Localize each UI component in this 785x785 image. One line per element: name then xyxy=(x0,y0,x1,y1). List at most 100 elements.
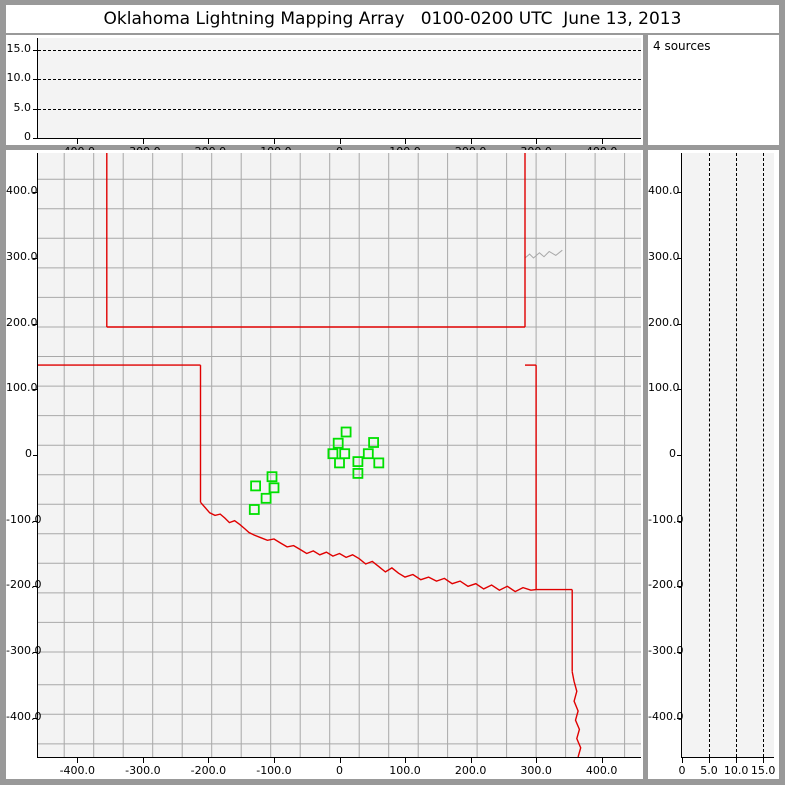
y-tick-label: -300.0 xyxy=(648,643,684,657)
x-tick-label: -300.0 xyxy=(125,764,161,777)
x-tick-mark xyxy=(273,758,275,763)
y-axis-line xyxy=(37,38,38,138)
y-tick-mark xyxy=(677,258,682,260)
x-tick-mark xyxy=(208,758,210,763)
map-graphic xyxy=(38,153,641,757)
source-marker xyxy=(368,437,380,448)
y-tick-mark xyxy=(677,323,682,325)
x-tick-label: 200.0 xyxy=(454,764,487,777)
x-tick-label: 300.0 xyxy=(520,764,552,777)
x-axis-line xyxy=(37,757,641,758)
y-tick-label: 0 xyxy=(669,447,676,460)
border-red-river xyxy=(199,501,537,593)
y-tick-label: 200.0 xyxy=(6,315,38,329)
y-tick-label: 0 xyxy=(25,447,32,460)
y-tick-label: 0 xyxy=(24,130,31,143)
x-axis-line xyxy=(681,757,774,758)
x-tick-label: -400.0 xyxy=(59,764,96,777)
y-tick-mark xyxy=(33,258,38,260)
y-tick-mark xyxy=(677,717,682,719)
y-tick-mark xyxy=(33,138,38,139)
y-tick-label: 100.0 xyxy=(648,381,680,395)
source-marker xyxy=(352,456,364,468)
source-marker xyxy=(260,492,272,504)
lightning-source-markers xyxy=(248,426,385,515)
y-tick-label: -400.0 xyxy=(648,709,684,723)
y-tick-label: 200.0 xyxy=(648,315,680,329)
source-marker xyxy=(250,480,262,492)
source-marker xyxy=(339,448,351,460)
border-tx-la-river xyxy=(571,671,582,757)
x-tick-mark xyxy=(601,139,603,144)
y-tick-label: -200.0 xyxy=(648,578,684,592)
y-tick-mark xyxy=(33,192,38,194)
y-tick-label: 100.0 xyxy=(6,381,38,395)
y-tick-mark xyxy=(33,389,38,391)
source-marker xyxy=(362,448,374,460)
y-tick-label: 400.0 xyxy=(648,184,680,198)
x-tick-mark xyxy=(405,758,407,763)
x-tick-mark xyxy=(339,139,341,144)
x-axis-line xyxy=(37,138,641,139)
y-tick-label: 300.0 xyxy=(6,250,38,264)
x-tick-mark xyxy=(601,758,603,763)
state-border-lines xyxy=(38,153,582,757)
y-tick-mark xyxy=(33,520,38,522)
source-marker xyxy=(268,482,280,494)
x-tick-mark xyxy=(709,758,711,763)
y-tick-label: -100.0 xyxy=(6,512,42,526)
y-tick-label: -200.0 xyxy=(6,578,42,592)
y-tick-mark xyxy=(677,651,682,653)
y-tick-label: 15.0 xyxy=(6,41,32,55)
x-tick-mark xyxy=(405,139,407,144)
gridline-horizontal xyxy=(38,49,641,51)
y-tick-mark xyxy=(33,108,38,110)
source-marker xyxy=(327,448,339,460)
gridline-vertical xyxy=(736,153,738,757)
x-tick-label: 5.0 xyxy=(700,764,718,777)
x-tick-label: -200.0 xyxy=(190,764,227,777)
height-profile-plot-area[interactable] xyxy=(682,153,774,757)
source-marker xyxy=(332,437,344,449)
x-tick-mark xyxy=(208,139,210,144)
y-tick-mark xyxy=(677,520,682,522)
y-tick-label: 300.0 xyxy=(648,250,680,264)
x-tick-mark xyxy=(763,758,765,763)
source-count-label: 4 sources xyxy=(653,39,711,53)
source-marker xyxy=(334,457,345,469)
gridline-vertical xyxy=(709,153,711,757)
time-height-plot-area[interactable] xyxy=(38,38,641,138)
plan-view-map-plot-area[interactable] xyxy=(38,153,641,757)
x-tick-mark xyxy=(339,758,341,763)
x-tick-mark xyxy=(273,139,275,144)
x-tick-label: 100.0 xyxy=(389,764,421,777)
x-tick-mark xyxy=(77,139,79,144)
source-marker xyxy=(248,504,260,515)
x-tick-mark xyxy=(536,139,538,144)
y-tick-mark xyxy=(33,455,38,456)
time-height-panel: 05.010.015.0-400.0-300.0-200.0-100.00100… xyxy=(6,35,643,158)
source-marker xyxy=(352,467,364,479)
x-tick-mark xyxy=(682,758,683,763)
y-tick-label: 10.0 xyxy=(6,71,32,85)
x-tick-mark xyxy=(470,139,472,144)
x-tick-mark xyxy=(77,758,79,763)
x-tick-mark xyxy=(470,758,472,763)
page-title: Oklahoma Lightning Mapping Array 0100-02… xyxy=(103,9,682,29)
x-tick-mark xyxy=(736,758,738,763)
x-tick-mark xyxy=(536,758,538,763)
x-tick-label: 10.0 xyxy=(723,764,749,777)
sources-panel: 4 sources xyxy=(648,35,779,145)
gridline-horizontal xyxy=(38,79,641,81)
gridline-vertical xyxy=(763,153,765,757)
x-tick-label: 15.0 xyxy=(750,764,776,777)
y-tick-mark xyxy=(33,651,38,653)
y-tick-label: -300.0 xyxy=(6,643,42,657)
x-tick-label: -100.0 xyxy=(256,764,292,777)
y-tick-mark xyxy=(677,389,682,391)
source-marker xyxy=(340,426,352,438)
y-tick-mark xyxy=(33,717,38,719)
x-tick-label: 0 xyxy=(336,764,343,777)
source-marker xyxy=(266,471,278,483)
y-tick-mark xyxy=(677,455,682,456)
